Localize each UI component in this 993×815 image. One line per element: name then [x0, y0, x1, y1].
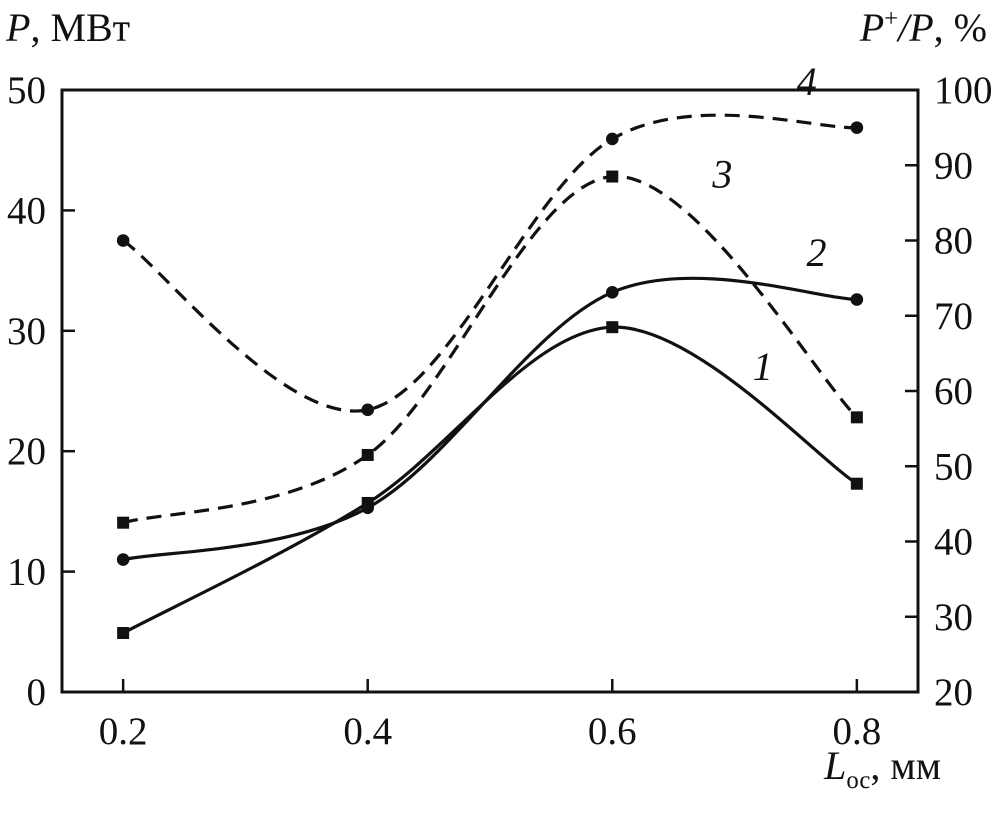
right-tick-label: 60: [934, 370, 973, 413]
marker-circle-series-4: [850, 121, 864, 134]
x-tick-label: 0.4: [343, 710, 392, 753]
x-axis-symbol: L: [824, 743, 847, 788]
right-tick-label: 30: [934, 596, 973, 639]
marker-circle-series-2: [116, 553, 130, 566]
marker-circle-series-2: [850, 293, 864, 306]
right-tick-label: 90: [934, 144, 973, 187]
right-axis-symbol: P: [859, 5, 885, 50]
marker-square-series-3: [117, 516, 130, 529]
plot-frame: [60, 88, 920, 694]
marker-square-series-3: [361, 448, 374, 461]
right-axis-units: , %: [933, 5, 987, 50]
marker-circle-series-4: [605, 132, 619, 146]
x-tick-label: 0.8: [832, 710, 881, 753]
x-tick-label: 0.2: [99, 710, 148, 753]
left-tick-label: 0: [27, 671, 47, 714]
right-axis-title: P+/P, %: [860, 6, 987, 50]
marker-square-series-3: [606, 170, 619, 183]
right-tick-label: 20: [934, 671, 973, 714]
right-tick-label: 40: [934, 521, 973, 564]
left-tick-label: 50: [7, 69, 46, 112]
right-axis-symbol-denominator: /P: [898, 5, 934, 50]
curve-4: [122, 113, 857, 413]
curve-label-4: 4: [797, 59, 817, 104]
curve-3: [122, 174, 859, 525]
left-axis-title: P, МВт: [6, 6, 130, 50]
right-tick-label: 100: [934, 69, 993, 112]
marker-circle-series-4: [116, 234, 130, 247]
left-axis-symbol: P: [6, 5, 31, 50]
curve-label-1: 1: [753, 344, 773, 389]
x-axis-title: Lос, мм: [824, 743, 941, 793]
left-axis-units: , МВт: [30, 5, 131, 50]
marker-square-series-3: [850, 411, 863, 424]
marker-square-series-1: [117, 627, 130, 640]
right-tick-label: 50: [934, 445, 973, 488]
marker-square-series-1: [606, 321, 619, 334]
curve-1: [122, 325, 858, 635]
x-tick-label: 0.6: [588, 710, 637, 753]
left-tick-label: 40: [7, 189, 46, 232]
right-tick-label: 70: [934, 295, 973, 338]
curve-2: [122, 276, 857, 562]
curve-label-3: 3: [711, 152, 732, 197]
marker-square-series-1: [850, 477, 863, 490]
x-axis-subscript: ос: [846, 767, 871, 794]
left-tick-label: 30: [7, 310, 46, 353]
right-tick-label: 80: [934, 220, 973, 263]
marker-circle-series-4: [361, 403, 375, 417]
x-axis-units: , мм: [870, 743, 941, 788]
right-axis-superscript: +: [884, 5, 899, 33]
marker-circle-series-2: [361, 501, 375, 515]
left-tick-label: 20: [7, 430, 46, 473]
marker-circle-series-2: [605, 285, 619, 299]
left-tick-label: 10: [7, 551, 46, 594]
curve-label-2: 2: [807, 230, 827, 275]
